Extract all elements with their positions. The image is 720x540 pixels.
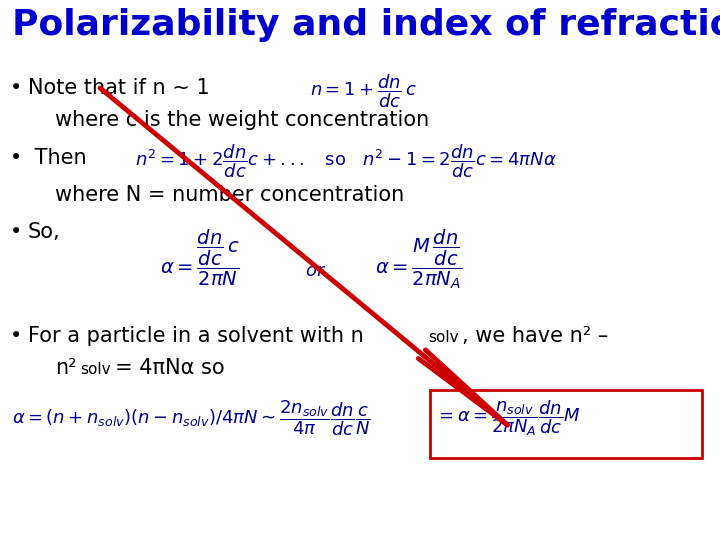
Text: $n = 1+\dfrac{dn}{dc}\,c$: $n = 1+\dfrac{dn}{dc}\,c$ bbox=[310, 72, 417, 110]
Text: •: • bbox=[10, 326, 22, 346]
Text: So,: So, bbox=[28, 222, 60, 242]
Text: $\alpha = \dfrac{M\,\dfrac{dn}{dc}}{2\pi N_A}$: $\alpha = \dfrac{M\,\dfrac{dn}{dc}}{2\pi… bbox=[375, 228, 462, 292]
Text: where c is the weight concentration: where c is the weight concentration bbox=[55, 110, 429, 130]
Text: solv: solv bbox=[428, 330, 459, 345]
Text: Then: Then bbox=[28, 148, 86, 168]
Text: •: • bbox=[10, 78, 22, 98]
Text: •: • bbox=[10, 148, 22, 168]
Text: Polarizability and index of refraction: Polarizability and index of refraction bbox=[12, 8, 720, 42]
Text: $n^2 = 1+2\dfrac{dn}{dc}c+...$   so   $n^2-1=2\dfrac{dn}{dc}c=4\pi N\alpha$: $n^2 = 1+2\dfrac{dn}{dc}c+...$ so $n^2-1… bbox=[135, 142, 557, 180]
Text: , we have n² –: , we have n² – bbox=[462, 326, 608, 346]
Text: $=\alpha=\dfrac{n_{solv}}{2\pi N_A}\dfrac{dn}{dc}M$: $=\alpha=\dfrac{n_{solv}}{2\pi N_A}\dfra… bbox=[435, 398, 580, 437]
Text: For a particle in a solvent with n: For a particle in a solvent with n bbox=[28, 326, 364, 346]
Text: where N = number concentration: where N = number concentration bbox=[55, 185, 404, 205]
Text: $\alpha=(n+n_{solv})(n-n_{solv})/4\pi N\sim\dfrac{2n_{solv}}{4\pi}\dfrac{dn}{dc}: $\alpha=(n+n_{solv})(n-n_{solv})/4\pi N\… bbox=[12, 398, 371, 437]
Text: n²: n² bbox=[55, 358, 76, 378]
Text: $or$: $or$ bbox=[305, 262, 326, 280]
Text: Note that if n ~ 1: Note that if n ~ 1 bbox=[28, 78, 210, 98]
Text: •: • bbox=[10, 222, 22, 242]
Bar bbox=[430, 390, 702, 458]
Text: solv: solv bbox=[80, 362, 111, 377]
Text: = 4πNα so: = 4πNα so bbox=[115, 358, 225, 378]
Text: $\alpha = \dfrac{\dfrac{dn}{dc}\,c}{2\pi N}$: $\alpha = \dfrac{\dfrac{dn}{dc}\,c}{2\pi… bbox=[160, 228, 240, 288]
